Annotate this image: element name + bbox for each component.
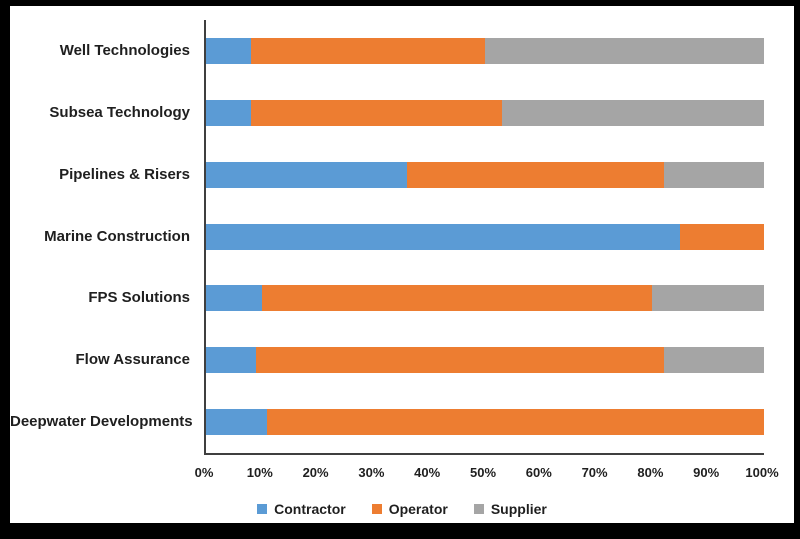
bar-row xyxy=(206,99,764,126)
bar-row xyxy=(206,285,764,312)
bar-segment-operator xyxy=(256,347,664,374)
legend-swatch-icon xyxy=(473,504,484,514)
legend-item-operator: Operator xyxy=(371,501,448,517)
legend-item-supplier: Supplier xyxy=(473,501,547,517)
bar-segment-contractor xyxy=(206,37,251,64)
bar-segment-contractor xyxy=(206,347,257,374)
x-tick-label: 50% xyxy=(469,465,497,480)
x-tick-label: 0% xyxy=(194,465,214,480)
legend: Contractor Operator Supplier xyxy=(10,501,794,517)
legend-swatch-icon xyxy=(371,504,382,514)
category-label: Well Technologies xyxy=(59,41,190,59)
x-tick-label: 10% xyxy=(246,465,273,480)
x-tick-label: 60% xyxy=(525,465,552,480)
bar-segment-contractor xyxy=(206,99,251,126)
x-tick-label: 100% xyxy=(745,465,779,480)
category-label: Flow Assurance xyxy=(75,351,190,369)
bar-segment-operator xyxy=(261,285,653,312)
plot-area xyxy=(204,20,764,455)
x-tick-label: 80% xyxy=(637,465,664,480)
bar-segment-operator xyxy=(267,409,764,436)
bar-segment-supplier xyxy=(652,285,764,312)
category-label: Marine Construction xyxy=(44,227,190,245)
category-label: Subsea Technology xyxy=(49,103,190,121)
legend-swatch-icon xyxy=(257,504,268,514)
chart-background: Well Technologies Subsea Technology Pipeli… xyxy=(10,6,794,523)
bar-row xyxy=(206,347,764,374)
x-tick-label: 40% xyxy=(414,465,441,480)
bar-segment-contractor xyxy=(206,223,681,250)
bar-row xyxy=(206,223,764,250)
bar-row xyxy=(206,161,764,188)
x-tick-label: 70% xyxy=(581,465,608,480)
bar-segment-supplier xyxy=(663,161,764,188)
category-label: FPS Solutions xyxy=(88,289,190,307)
legend-label: Supplier xyxy=(490,501,547,517)
bar-segment-contractor xyxy=(206,409,268,436)
bar-segment-operator xyxy=(250,99,502,126)
legend-item-contractor: Contractor xyxy=(257,501,346,517)
bar-row xyxy=(206,37,764,64)
bar-row xyxy=(206,409,764,436)
legend-label: Contractor xyxy=(274,501,346,517)
bar-segment-supplier xyxy=(484,37,764,64)
bar-segment-supplier xyxy=(663,347,764,374)
category-label: Deepwater Developments xyxy=(10,413,193,431)
bar-segment-operator xyxy=(680,223,764,250)
value-axis: 0% 10% 20% 30% 40% 50% 60% 70% 80% 90% 100% xyxy=(195,465,779,483)
bar-segment-supplier xyxy=(501,99,764,126)
x-tick-label: 20% xyxy=(302,465,329,480)
bar-segment-operator xyxy=(406,161,664,188)
bar-segment-contractor xyxy=(206,285,262,312)
x-tick-label: 30% xyxy=(358,465,385,480)
legend-label: Operator xyxy=(388,501,448,517)
bar-segment-operator xyxy=(250,37,485,64)
category-label: Pipelines & Risers xyxy=(59,165,190,183)
x-tick-label: 90% xyxy=(693,465,720,480)
bar-segment-contractor xyxy=(206,161,407,188)
